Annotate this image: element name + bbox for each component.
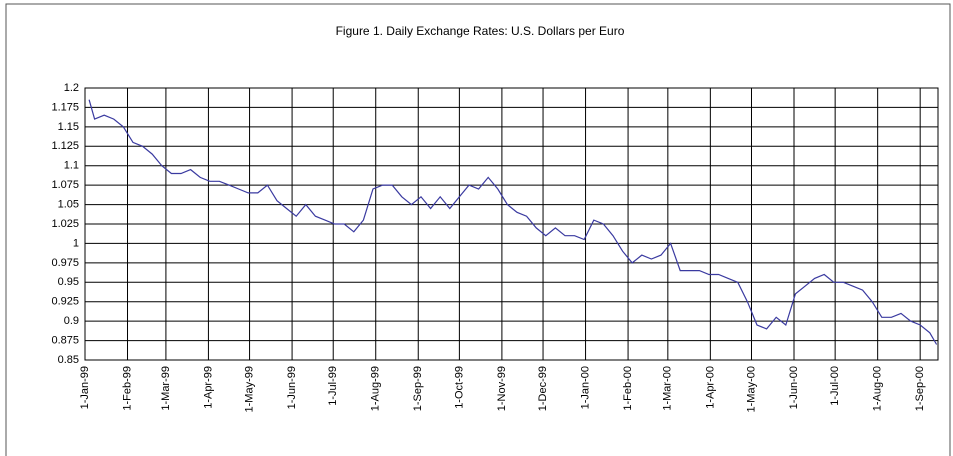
y-tick-label: 1.15 [58,121,79,133]
x-tick-label: 1-Dec-99 [537,366,549,411]
x-tick-label: 1-Mar-00 [662,366,674,411]
x-tick-label: 1-Aug-99 [370,366,382,411]
x-tick-label: 1-Sep-00 [914,366,926,411]
x-tick-label: 1-Jan-99 [79,366,91,409]
x-tick-label: 1-May-00 [745,366,757,412]
y-tick-label: 0.9 [64,315,79,327]
x-tick-label: 1-Nov-99 [496,366,508,411]
y-tick-label: 1.2 [64,82,79,94]
x-tick-label: 1-Oct-99 [453,366,465,409]
y-tick-label: 0.875 [51,334,79,346]
x-tick-label: 1-Jul-99 [327,366,339,406]
y-tick-label: 0.95 [58,276,79,288]
y-tick-label: 1 [73,237,79,249]
x-tick-label: 1-May-99 [243,366,255,412]
y-tick-label: 0.925 [51,296,79,308]
x-tick-label: 1-Apr-99 [202,366,214,409]
chart-title: Figure 1. Daily Exchange Rates: U.S. Dol… [336,24,625,38]
y-tick-label: 1.075 [51,179,79,191]
x-tick-label: 1-Feb-00 [622,366,634,411]
x-tick-label: 1-Jan-00 [579,366,591,409]
y-tick-label: 1.025 [51,218,79,230]
x-tick-label: 1-Aug-00 [872,366,884,411]
y-tick-label: 1.1 [64,160,79,172]
x-tick-label: 1-Mar-99 [160,366,172,411]
y-tick-label: 1.125 [51,140,79,152]
y-tick-label: 0.975 [51,257,79,269]
x-tick-label: 1-Apr-00 [704,366,716,409]
y-tick-label: 0.85 [58,354,79,366]
y-tick-label: 1.05 [58,198,79,210]
x-tick-label: 1-Jun-00 [788,366,800,409]
x-tick-label: 1-Feb-99 [121,366,133,411]
x-tick-label: 1-Sep-99 [412,366,424,411]
x-tick-label: 1-Jun-99 [286,366,298,409]
line-series [88,99,938,345]
x-tick-label: 1-Jul-00 [829,366,841,406]
y-tick-label: 1.175 [51,101,79,113]
